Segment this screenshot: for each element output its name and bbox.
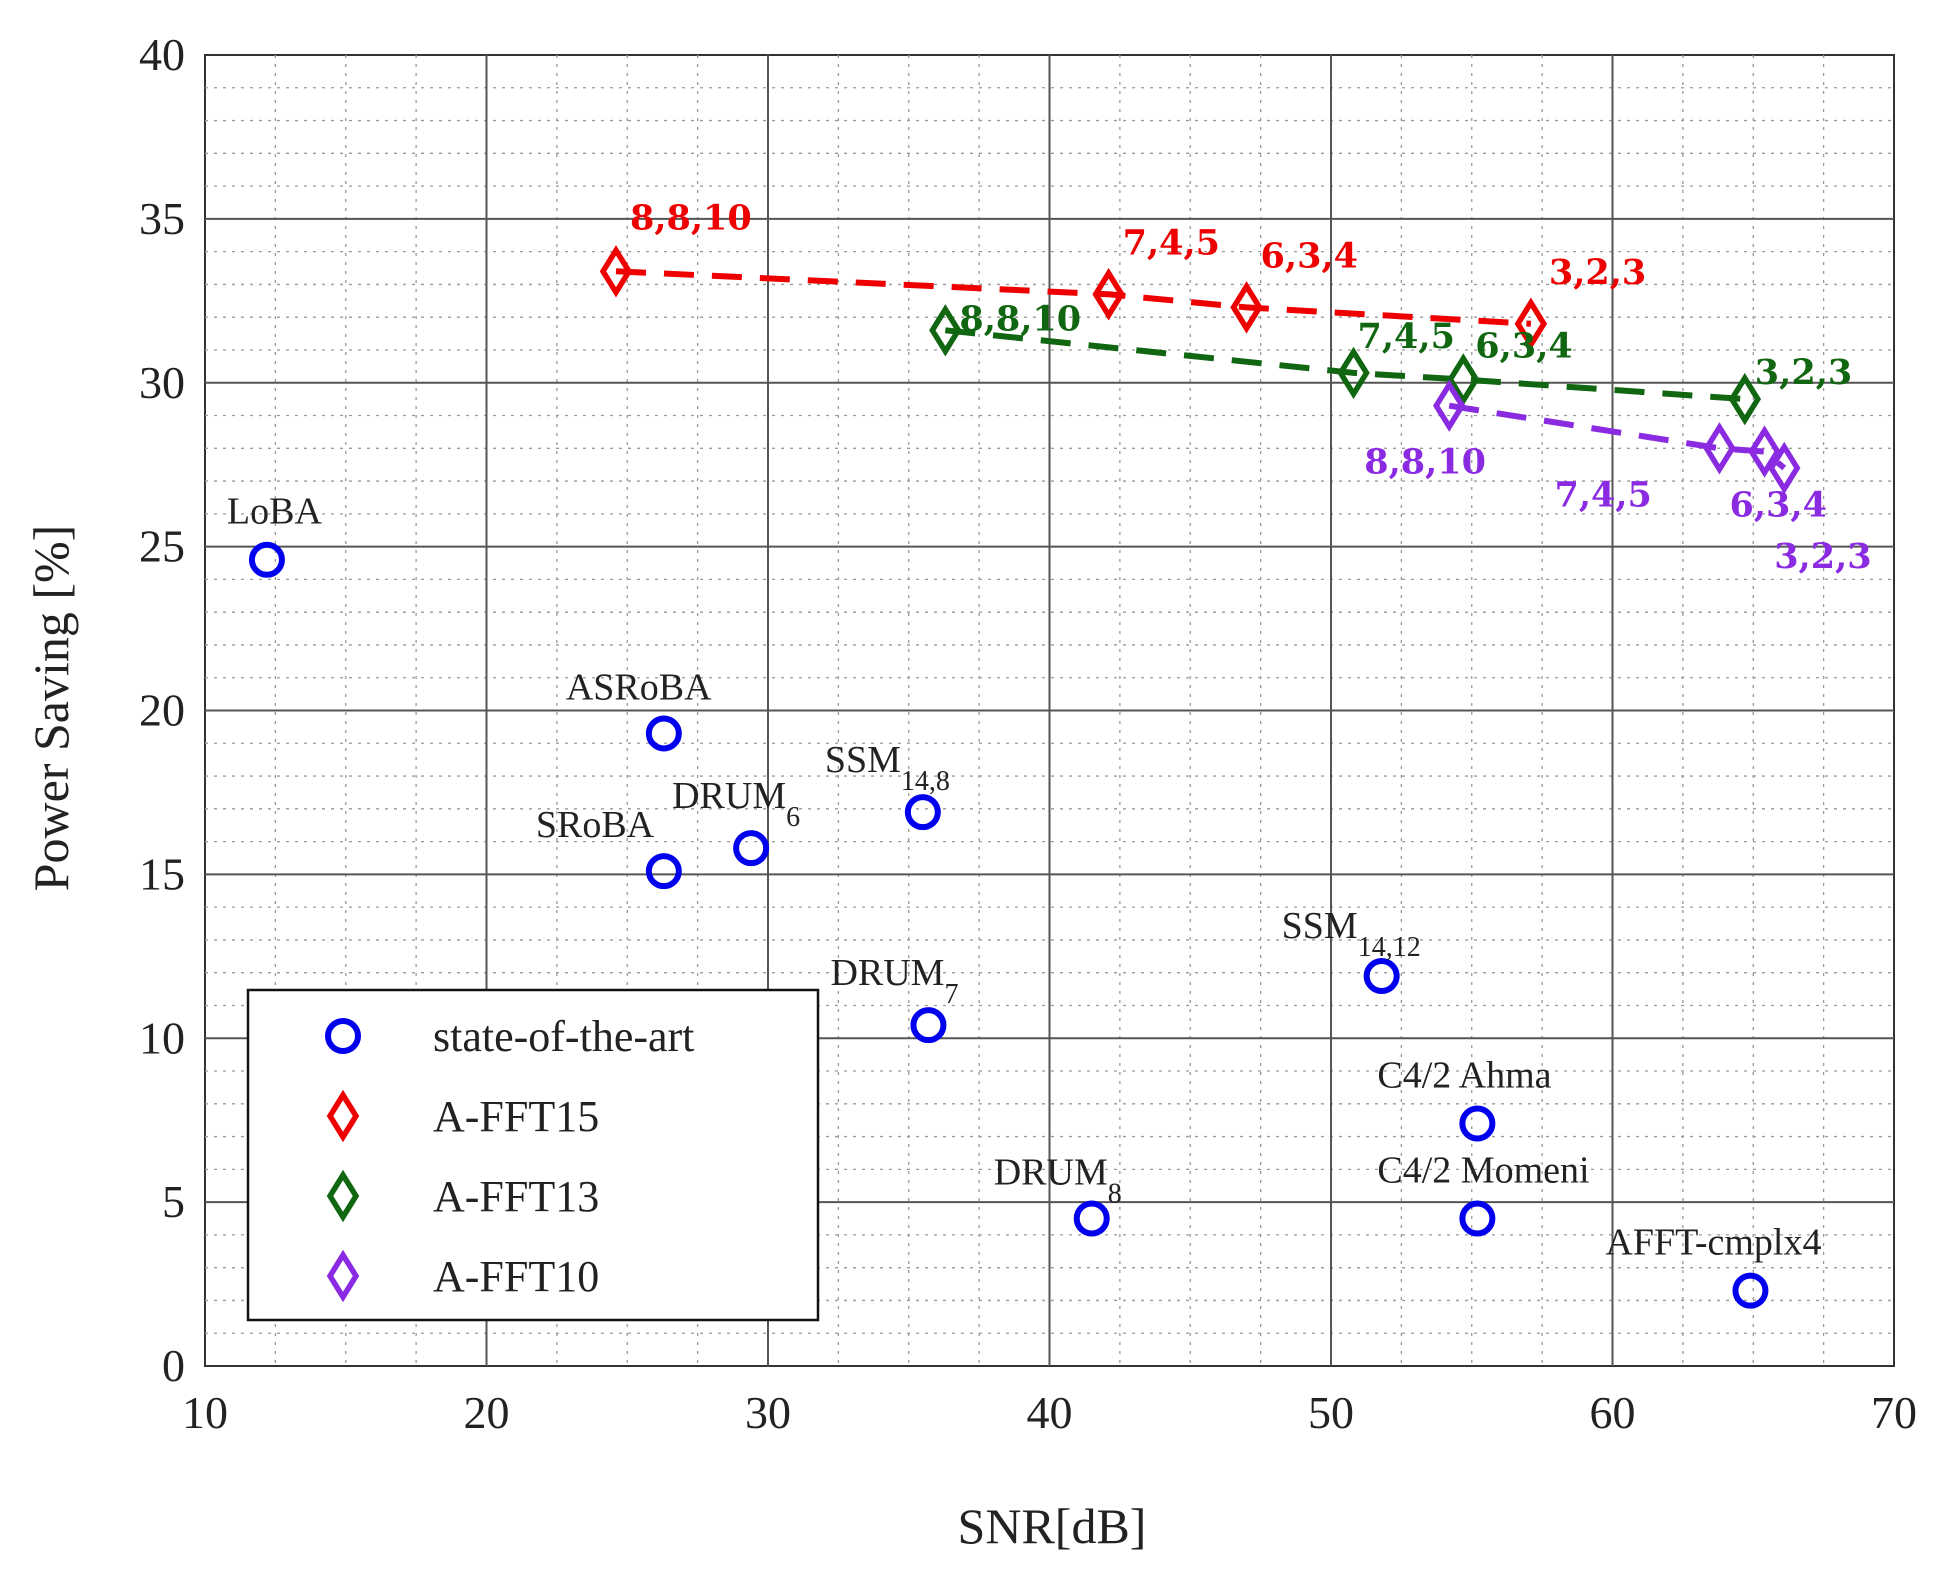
x-tick-label: 70 xyxy=(1871,1387,1917,1438)
legend-label: A-FFT10 xyxy=(433,1252,599,1301)
y-tick-label: 5 xyxy=(162,1176,185,1227)
y-axis-label: Power Saving [%] xyxy=(23,525,79,892)
point-label-subscript: 14,12 xyxy=(1358,932,1421,963)
point-label: C4/2 Ahma xyxy=(1377,1054,1551,1096)
legend-label: A-FFT13 xyxy=(433,1172,599,1221)
data-point-diamond xyxy=(1337,346,1370,400)
data-point-diamond xyxy=(599,245,633,298)
data-point-diamond xyxy=(1728,372,1762,426)
y-tick-label: 25 xyxy=(139,521,185,572)
x-tick-label: 60 xyxy=(1590,1387,1636,1438)
a-fft10-series-line xyxy=(1448,402,1787,471)
data-point-diamond xyxy=(1230,281,1263,334)
data-point-diamond xyxy=(1514,297,1548,350)
point-label: LoBA xyxy=(227,491,323,533)
data-point-circle xyxy=(1363,957,1400,994)
a-fft13-series-line xyxy=(944,327,1746,403)
data-point-diamond xyxy=(1092,268,1125,321)
point-label-subscript: 6 xyxy=(786,802,800,833)
y-tick-label: 15 xyxy=(139,848,185,899)
data-point-circle xyxy=(1732,1272,1769,1309)
config-label: 7,4,5 xyxy=(1123,222,1220,263)
data-point-circle xyxy=(910,1007,947,1044)
x-tick-label: 20 xyxy=(464,1387,510,1438)
data-point-diamond xyxy=(929,304,962,357)
data-point-diamond xyxy=(1432,379,1466,432)
config-label: 6,3,4 xyxy=(1730,485,1827,526)
data-point-circle xyxy=(645,715,682,752)
series-lines xyxy=(615,268,1787,471)
config-label: 7,4,5 xyxy=(1554,474,1651,515)
y-tick-label: 0 xyxy=(162,1340,185,1391)
point-label-subscript: 7 xyxy=(944,979,958,1010)
data-point-circle xyxy=(733,830,770,867)
tick-labels: 10 20 30 40 50 60 70 0 5 10 15 20 25 30 35 40 xyxy=(139,29,1917,1438)
legend-label: state-of-the-art xyxy=(433,1012,694,1061)
config-label: 3,2,3 xyxy=(1774,536,1871,577)
config-label: 8,8,10 xyxy=(959,298,1081,339)
y-tick-label: 30 xyxy=(139,357,185,408)
x-axis-label: SNR[dB] xyxy=(958,1498,1147,1554)
x-tick-label: 50 xyxy=(1308,1387,1354,1438)
legend-box xyxy=(246,988,820,1322)
point-label-subscript: 8 xyxy=(1108,1179,1122,1210)
config-label: 7,4,5 xyxy=(1358,316,1455,357)
x-tick-label: 40 xyxy=(1027,1387,1073,1438)
point-label: AFFT-cmplx4 xyxy=(1605,1222,1821,1264)
data-point-diamond xyxy=(1447,353,1480,406)
legend: state-of-the-art A-FFT15 A-FFT13 A-FFT10 xyxy=(246,988,820,1322)
config-label: 6,3,4 xyxy=(1475,325,1572,366)
point-label: C4/2 Momeni xyxy=(1377,1150,1589,1192)
x-tick-label: 30 xyxy=(745,1387,791,1438)
legend-marker xyxy=(325,1018,361,1054)
y-tick-label: 40 xyxy=(139,29,185,80)
a-fft15-series-line xyxy=(615,268,1532,327)
legend-label: A-FFT15 xyxy=(433,1092,599,1141)
data-point-diamond xyxy=(1748,425,1781,478)
data-point-circle xyxy=(1073,1200,1110,1237)
data-point-circle xyxy=(645,853,682,890)
data-point-circle xyxy=(248,541,285,578)
config-label: 6,3,4 xyxy=(1261,235,1358,276)
y-tick-label: 35 xyxy=(139,193,185,244)
point-label: SRoBA xyxy=(536,804,655,846)
legend-marker xyxy=(326,1249,360,1303)
data-point-circle xyxy=(1459,1105,1496,1142)
legend-marker xyxy=(326,1169,360,1223)
config-label: 8,8,10 xyxy=(1364,442,1486,483)
config-label: 3,2,3 xyxy=(1755,352,1852,393)
y-tick-label: 10 xyxy=(139,1012,185,1063)
point-label-subscript: 14,8 xyxy=(901,766,950,797)
config-label: 8,8,10 xyxy=(630,197,752,238)
data-point-circle xyxy=(904,794,941,831)
legend-marker xyxy=(326,1089,360,1143)
point-label: ASRoBA xyxy=(566,666,712,708)
data-point-diamond xyxy=(1703,422,1736,475)
x-tick-label: 10 xyxy=(182,1387,228,1438)
data-point-diamond xyxy=(1767,441,1801,495)
data-point-circle xyxy=(1459,1200,1496,1237)
y-tick-label: 20 xyxy=(139,685,185,736)
config-label: 3,2,3 xyxy=(1549,252,1646,293)
markers xyxy=(248,245,1801,1309)
